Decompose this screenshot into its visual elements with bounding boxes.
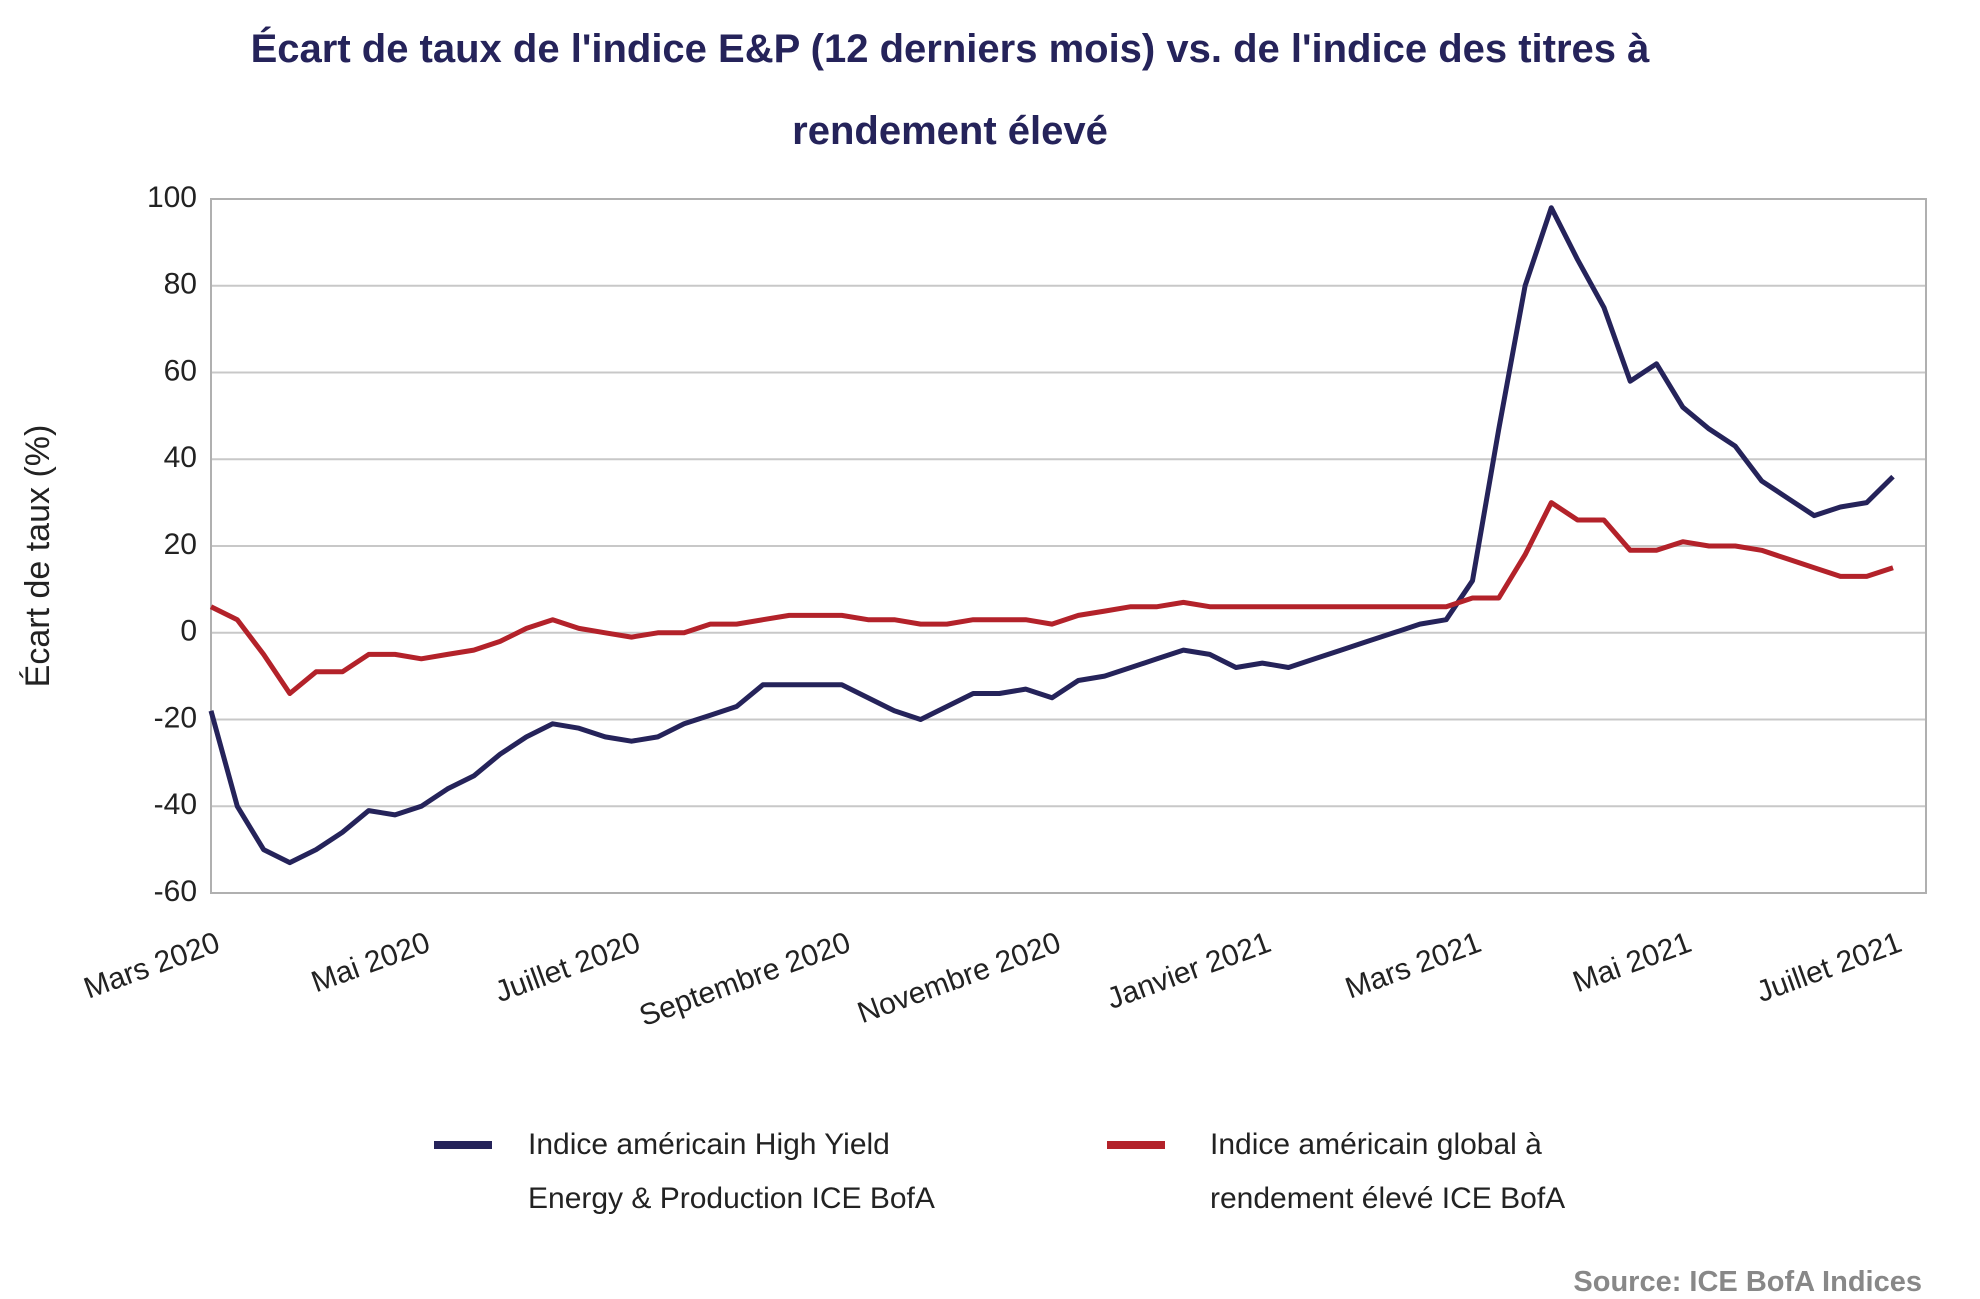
- legend-label: Indice américain High Yield Energy & Pro…: [528, 1128, 935, 1215]
- plot-frame: [210, 198, 1927, 894]
- y-tick-label: 0: [180, 615, 197, 648]
- x-tick-label: Mars 2020: [80, 926, 224, 1005]
- series-line: [209, 500, 1894, 696]
- y-tick-label: -20: [154, 701, 197, 734]
- y-tick-label: 20: [164, 528, 197, 561]
- x-tick-label: Mars 2021: [1341, 926, 1485, 1005]
- y-tick-label: 100: [147, 181, 197, 214]
- x-tick-label: Janvier 2021: [1103, 926, 1276, 1016]
- series-line: [208, 205, 1895, 866]
- y-tick-label: -40: [154, 788, 197, 821]
- x-tick-label: Mai 2020: [307, 926, 434, 999]
- x-tick-label: Juillet 2021: [1752, 926, 1906, 1009]
- x-tick-label: Mai 2021: [1569, 926, 1696, 999]
- legend-swatch: [434, 1141, 492, 1149]
- y-tick-label: 80: [164, 268, 197, 301]
- source: Source: ICE BofA Indices: [1573, 1266, 1922, 1298]
- y-tick-label: -60: [154, 875, 197, 908]
- x-tick-label: Juillet 2020: [491, 926, 645, 1009]
- chart-title: Écart de taux de l'indice E&P (12 dernie…: [250, 27, 1650, 153]
- y-axis-label: Écart de taux (%): [19, 425, 57, 688]
- legend-swatch: [1107, 1141, 1165, 1149]
- x-tick-label: Novembre 2020: [853, 926, 1065, 1030]
- y-tick-label: 60: [164, 354, 197, 387]
- legend-label: Indice américain global à rendement élev…: [1210, 1128, 1566, 1215]
- x-tick-label: Septembre 2020: [635, 926, 855, 1033]
- y-tick-label: 40: [164, 441, 197, 474]
